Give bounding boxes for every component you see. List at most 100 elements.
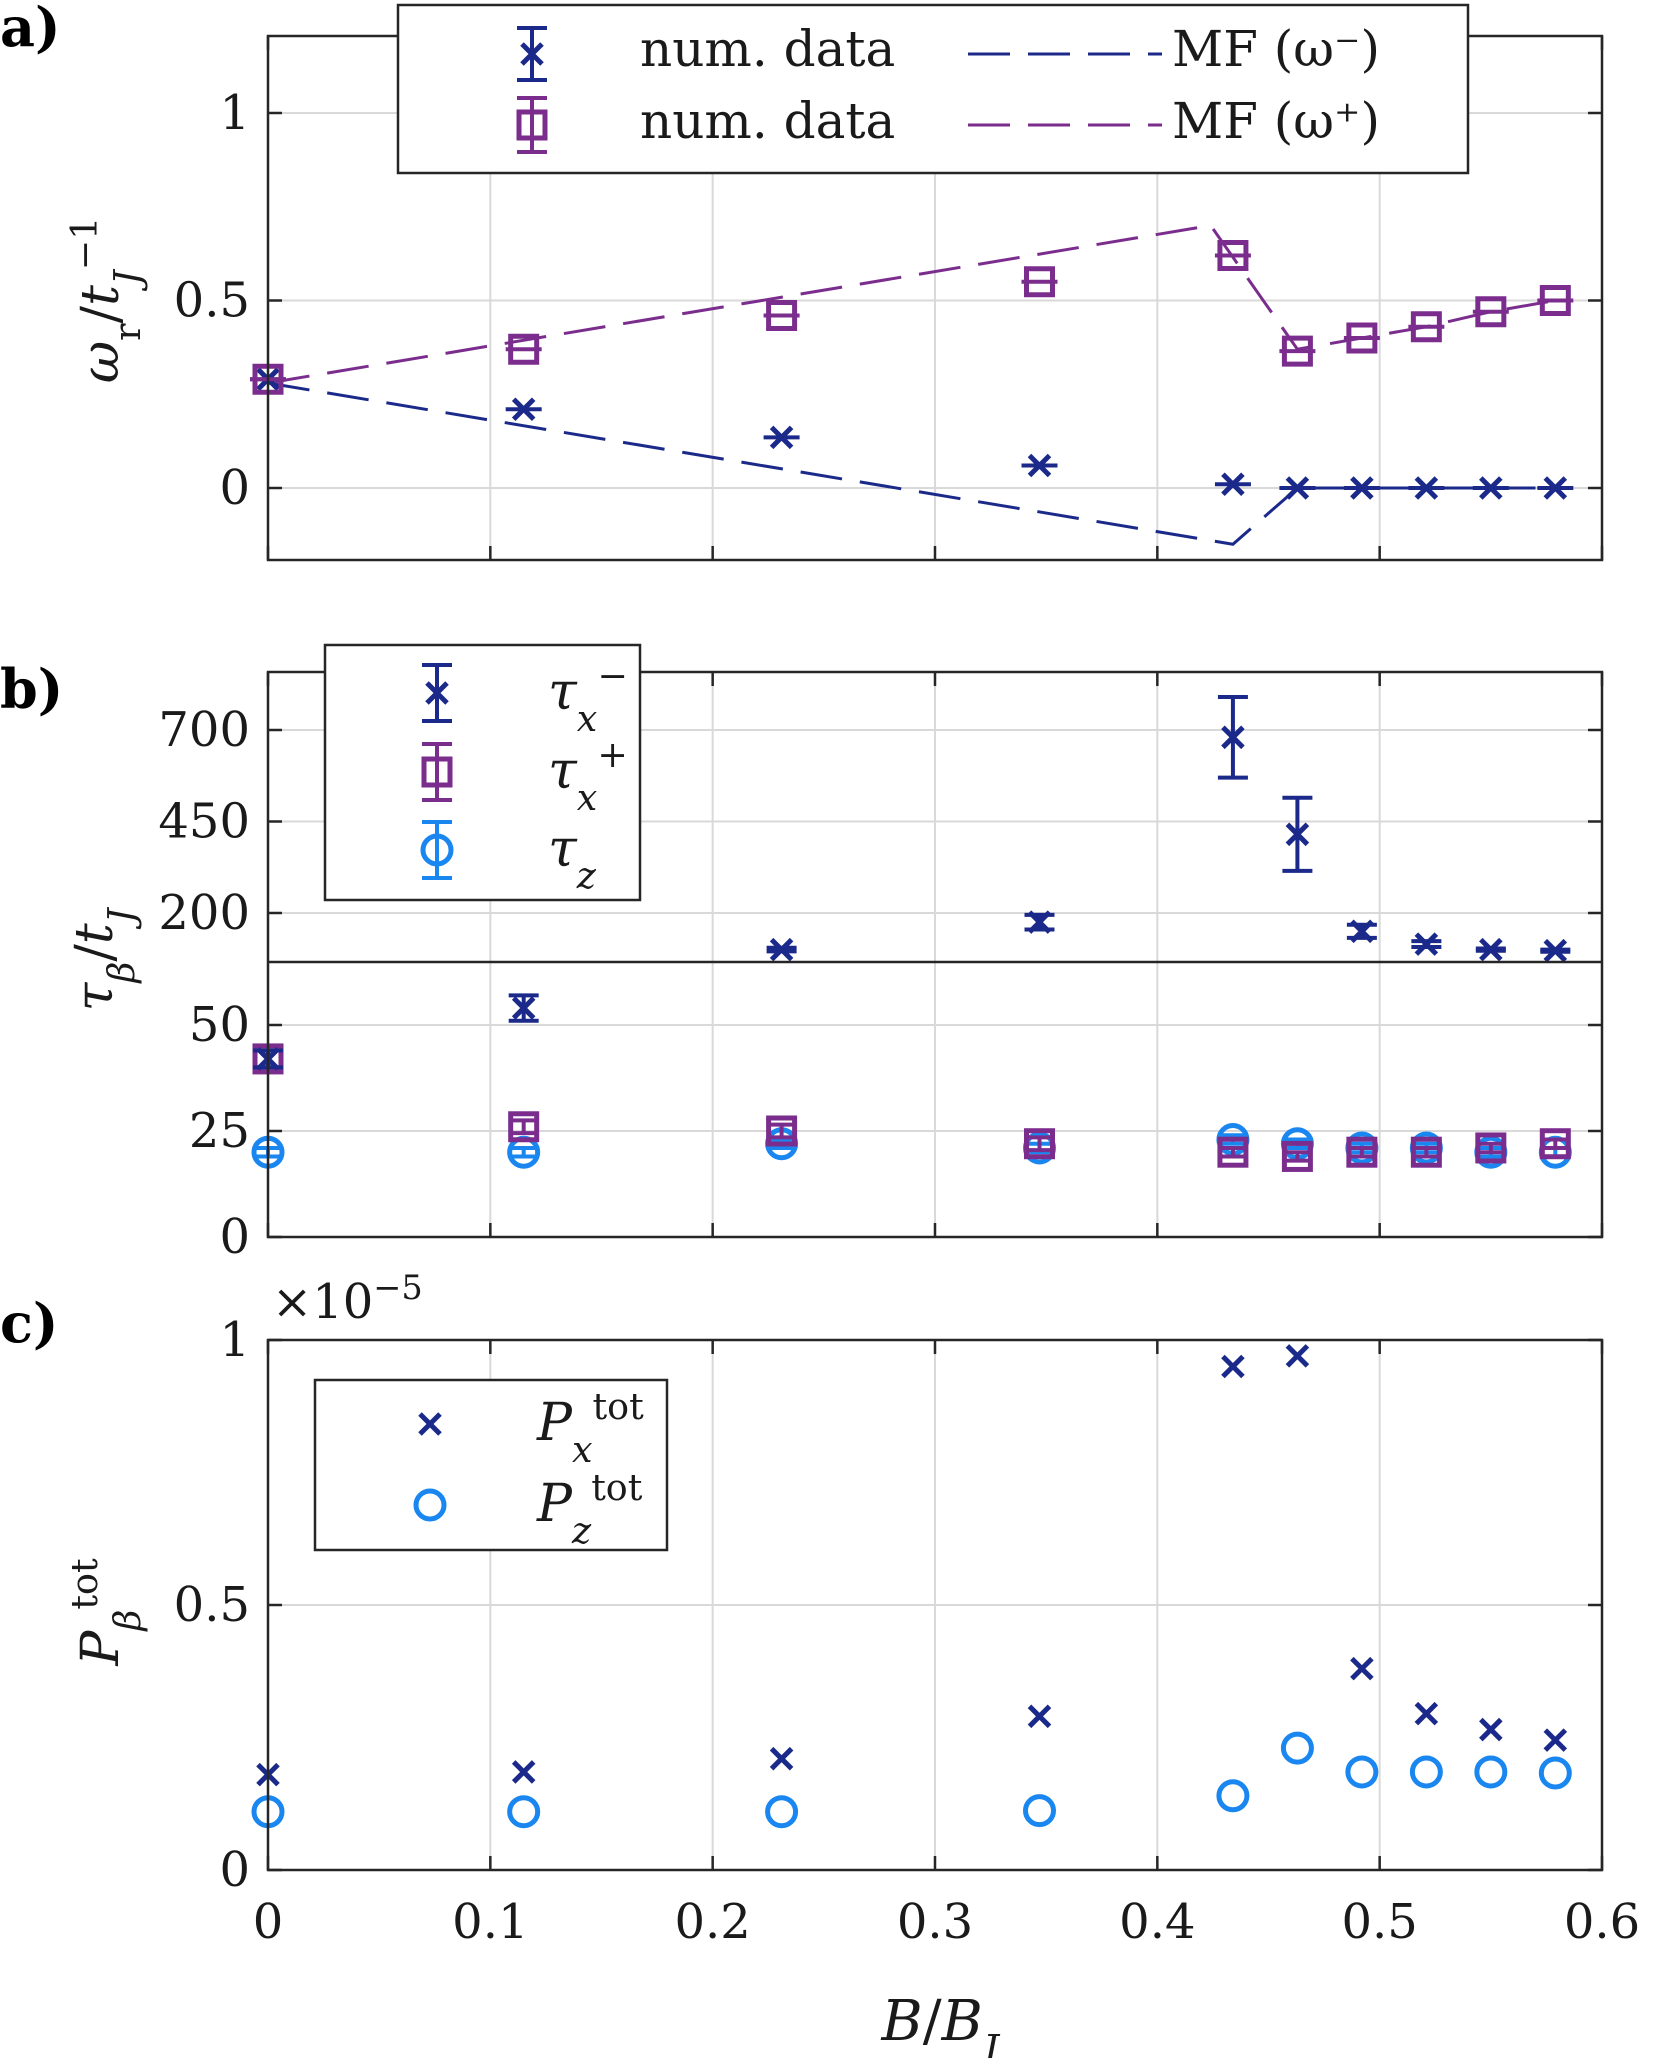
panel-b-point-0-7 (1411, 932, 1442, 956)
panel-label-b: b) (0, 657, 63, 721)
panel-b-point-1-8 (1475, 1132, 1507, 1164)
panel-a-point-1-2 (763, 300, 800, 331)
panel-c-point-1-5 (1280, 1731, 1314, 1765)
panel-b-ylabel: τβ/tJ (65, 906, 143, 1011)
x-axis-label: B/BJ (881, 1989, 1001, 2058)
panel-b-point-1-4 (1217, 1136, 1249, 1168)
panel-a-point-0-7 (1408, 476, 1445, 500)
legend-a-label-4: MF (ω⁺) (1172, 92, 1380, 150)
panel-b-point-0-3 (1024, 910, 1055, 934)
panel-b-point-1-2 (766, 1115, 798, 1147)
x-tick-label-2: 0.2 (674, 1894, 750, 1950)
panel-a-point-0-2 (763, 425, 800, 450)
panel-c-ytick-label-0: 0 (219, 1842, 250, 1898)
panel-label-c: c) (0, 1291, 58, 1355)
panel-b-point-0-2 (766, 937, 797, 962)
panel-b-ytick-label-l-2: 50 (189, 997, 250, 1053)
panel-c-point-0-8 (1479, 1717, 1503, 1742)
text-layer: 0 0.5 1 ωr/tJ−1 200 450 700 0 25 50 τβ/tJ 0 0.5 1 0 0.1… (63, 85, 1641, 2058)
panel-b-point-0-1 (508, 993, 539, 1023)
legend-a-label-3: MF (ω⁻) (1172, 20, 1380, 78)
x-tick-label-0: 0 (253, 1894, 284, 1950)
legend-c-label-0: Pxtot (536, 1385, 644, 1471)
panel-b-point-2-1 (507, 1135, 541, 1169)
panel-a-mf-line-0 (267, 381, 1556, 546)
panel-c-point-1-1 (507, 1795, 541, 1829)
panel-a-point-1-4 (1214, 240, 1251, 271)
x-tick-label-6: 0.6 (1564, 1894, 1640, 1950)
panel-a-point-1-1 (505, 333, 542, 365)
panel-c-point-1-6 (1345, 1755, 1379, 1789)
x-tick-label-1: 0.1 (452, 1894, 528, 1950)
panel-a-point-0-8 (1472, 476, 1509, 500)
legend-b-label-2: τz (548, 819, 597, 897)
panel-c-point-0-9 (1543, 1728, 1568, 1752)
panel-b-legend: τx−τx+τz (323, 643, 642, 902)
panel-a-point-1-5 (1279, 335, 1316, 367)
panel-b-point-1-9 (1539, 1128, 1571, 1160)
panel-a-ylabel: ωr/tJ−1 (63, 217, 149, 384)
legend-b-err-2 (422, 820, 452, 880)
panel-b-legend-box (323, 643, 642, 902)
x-tick-label-5: 0.5 (1341, 1894, 1417, 1950)
panel-b-point-0-8 (1475, 937, 1506, 962)
panel-a-point-0-1 (505, 397, 542, 422)
panel-b-point-1-1 (508, 1111, 540, 1143)
panel-a-point-0-5 (1279, 476, 1316, 500)
panel-a-point-0-6 (1343, 476, 1380, 500)
panel-label-a: a) (0, 0, 61, 59)
panel-c-point-1-2 (765, 1795, 799, 1829)
panel-c-point-0-4 (1221, 1354, 1245, 1379)
panel-c-point-0-1 (511, 1760, 536, 1784)
panel-c-ytick-label-2: 1 (219, 1312, 250, 1368)
panel-a-point-1-6 (1343, 322, 1380, 354)
panel-b-point-1-5 (1281, 1140, 1313, 1172)
panel-c-point-0-6 (1350, 1656, 1374, 1681)
lines-layer (267, 223, 1556, 546)
legend-b-marker-2 (420, 833, 454, 867)
legend-c-marker-0 (418, 1412, 442, 1436)
legend-a-marker-1 (520, 42, 544, 66)
panel-b-point-1-6 (1346, 1136, 1378, 1168)
panel-c-point-1-9 (1538, 1756, 1572, 1790)
panel-a-point-0-4 (1214, 472, 1251, 497)
panel-c-point-1-8 (1474, 1755, 1508, 1789)
panel-a-point-1-3 (1021, 266, 1058, 298)
legend-b-marker-0 (425, 681, 449, 705)
legend-a-label-1: num. data (640, 20, 895, 78)
x-tick-label-3: 0.3 (897, 1894, 973, 1950)
legend-a-err-2 (517, 96, 547, 154)
panel-b-point-0-9 (1540, 938, 1571, 963)
legend-layer: num. data MF (ω⁻) num. data MF (ω⁺) τx−τx+τz… (313, 3, 1470, 1552)
panel-b-ytick-label-u-0: 200 (158, 885, 250, 941)
legend-c-label-1: Pztot (536, 1466, 643, 1552)
legend-b-err-1 (422, 742, 452, 802)
panel-a-point-1-8 (1472, 296, 1509, 328)
x-tick-label-4: 0.4 (1119, 1894, 1195, 1950)
panel-b-point-1-3 (1023, 1128, 1055, 1160)
panel-c-point-0-2 (769, 1746, 794, 1771)
legend-b-label-1: τx+ (548, 733, 628, 819)
panel-a-point-0-3 (1021, 453, 1058, 478)
legend-b-marker-1 (421, 756, 453, 788)
grid-layer (268, 36, 1602, 1871)
panel-c-point-0-5 (1285, 1344, 1310, 1368)
panel-a-legend-box (396, 3, 1470, 175)
panel-c-ylabel: Pβtot (63, 1558, 149, 1667)
panel-a-legend: num. data MF (ω⁻) num. data MF (ω⁺) (396, 3, 1470, 175)
panel-c-point-1-3 (1022, 1794, 1056, 1828)
legend-c-marker-1 (413, 1488, 447, 1522)
panel-b-ytick-label-l-1: 25 (189, 1103, 250, 1159)
panel-a-ytick-label-1: 0.5 (174, 273, 250, 329)
panel-a-ytick-label-0: 0 (219, 460, 250, 516)
panel-b-point-0-4 (1217, 695, 1248, 780)
legend-a-label-2: num. data (640, 92, 895, 150)
panel-a-point-1-9 (1537, 285, 1574, 316)
panel-b-point-1-7 (1410, 1136, 1442, 1168)
panel-c-legend-box (313, 1378, 669, 1552)
legend-a-marker-2 (516, 109, 548, 141)
panel-c-point-0-3 (1027, 1704, 1052, 1729)
panel-c-point-0-7 (1414, 1701, 1439, 1726)
panel-c-multiplier: ×10−5 (272, 1268, 423, 1331)
